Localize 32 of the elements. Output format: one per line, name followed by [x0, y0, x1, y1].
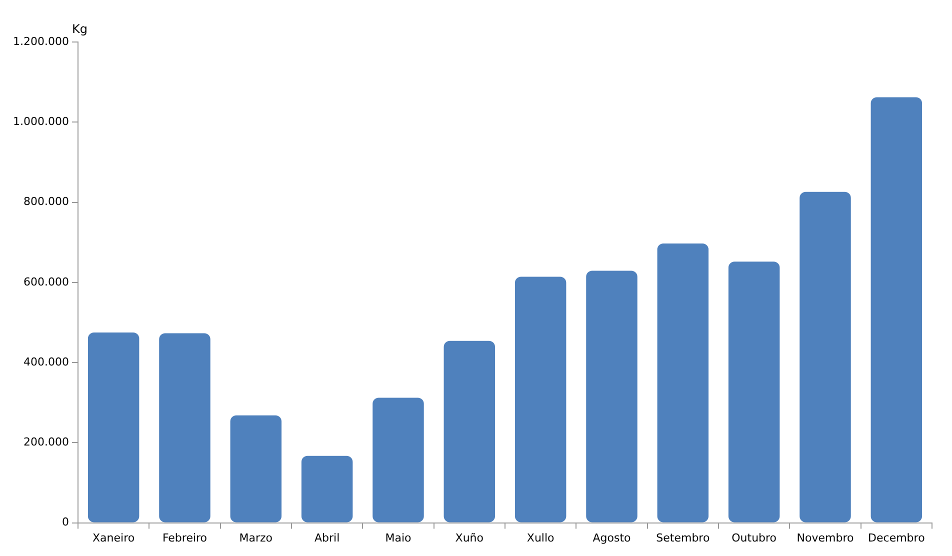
bar: [514, 276, 566, 522]
x-tick-label: Xullo: [526, 531, 555, 544]
bar: [372, 398, 424, 522]
x-tick-label: Outubro: [732, 531, 777, 544]
bar: [301, 456, 353, 522]
x-tick-label: Decembro: [868, 531, 926, 544]
bar: [800, 192, 851, 522]
bar: [230, 415, 282, 522]
bar: [728, 262, 780, 522]
x-tick-label: Marzo: [239, 531, 273, 544]
bar: [88, 332, 140, 522]
y-tick-label: 800.000: [23, 195, 69, 208]
x-tick-label: Xuño: [455, 531, 484, 544]
y-tick-label: 200.000: [23, 436, 69, 449]
y-tick-label: 1.000.000: [13, 114, 69, 128]
x-tick-label: Xaneiro: [92, 531, 135, 544]
bar: [870, 97, 922, 522]
y-tick-label: 400.000: [23, 355, 69, 368]
y-axis-title: Kg: [72, 22, 88, 36]
x-tick-label: Abril: [314, 531, 340, 544]
bar: [159, 333, 210, 522]
x-tick-label: Agosto: [592, 531, 632, 544]
x-tick-label: Novembro: [796, 531, 854, 544]
x-tick-label: Maio: [385, 531, 412, 544]
bar: [657, 244, 709, 522]
x-tick-label: Setembro: [656, 531, 710, 544]
bar: [586, 270, 638, 522]
y-tick-label: 0: [62, 516, 69, 529]
x-tick-label: Febreiro: [162, 531, 208, 544]
y-tick-label: 600.000: [23, 275, 69, 288]
bar: [444, 340, 496, 522]
y-tick-label: 1.200.000: [13, 34, 69, 48]
